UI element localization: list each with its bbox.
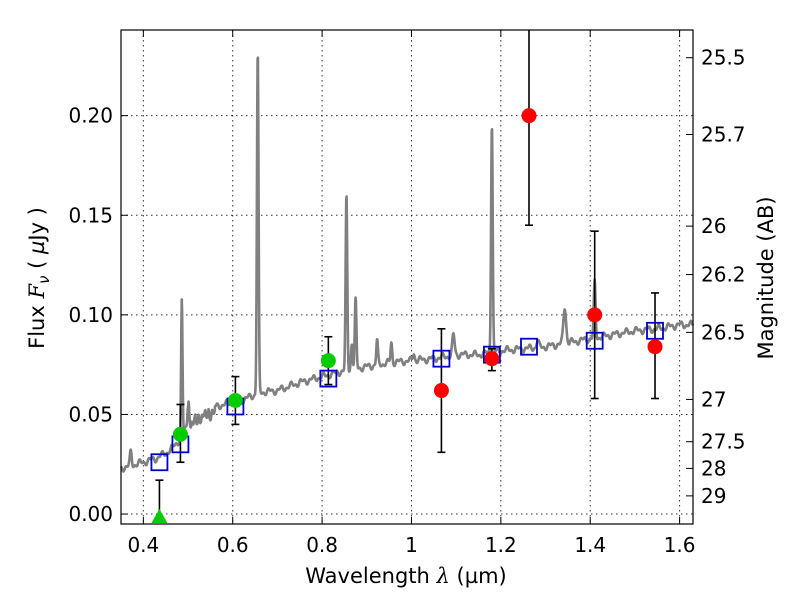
mag-tick-label: 26.5 — [701, 320, 746, 344]
plot-frame — [120, 29, 694, 525]
mag-tick-label: 28 — [701, 456, 726, 480]
green-point — [320, 353, 336, 369]
tick-layer: 0.4 0.6 0.8 1 1.2 1.4 1.6 0.00 0.05 0.10 0.15 0.20 2… — [68, 30, 746, 557]
model-square — [520, 337, 538, 356]
spectrum-line — [119, 56, 695, 473]
mag-tick-label: 26 — [701, 214, 726, 238]
spectrum-layer — [119, 56, 695, 473]
green-point — [172, 426, 188, 442]
grid — [121, 30, 693, 524]
red-point — [647, 339, 663, 355]
y-tick-label: 0.15 — [68, 203, 113, 227]
green-triangle — [151, 509, 168, 524]
y-tick-label: 0.05 — [68, 402, 113, 426]
x-tick-label: 1.2 — [485, 533, 517, 557]
red-point — [433, 383, 449, 399]
mag-tick-label: 27.5 — [701, 430, 746, 454]
mag-tick-label: 26.2 — [701, 263, 746, 287]
x-tick-label: 1 — [405, 533, 418, 557]
mag-tick-label: 25.7 — [701, 122, 746, 146]
x-axis-label: Wavelength λ (µm) — [305, 564, 506, 588]
y-axis-label: Flux Fν ( µJy ) — [25, 207, 53, 349]
mag-tick-label: 27 — [701, 387, 726, 411]
model-square — [646, 321, 664, 340]
x-tick-label: 0.6 — [217, 533, 249, 557]
mag-tick-label: 25.5 — [701, 46, 746, 70]
model-square — [150, 453, 169, 472]
x-tick-label: 0.4 — [127, 533, 159, 557]
y-tick-label: 0.00 — [68, 502, 113, 526]
green-point — [227, 393, 243, 408]
y2-axis-label: Magnitude (AB) — [754, 196, 778, 359]
x-tick-label: 1.4 — [574, 533, 606, 557]
red-point — [484, 351, 500, 367]
model-square — [585, 331, 604, 350]
y-tick-label: 0.10 — [68, 303, 113, 327]
y-tick-label: 0.20 — [68, 104, 113, 128]
red-point — [521, 108, 537, 124]
x-tick-label: 0.8 — [306, 533, 338, 557]
model-square — [432, 349, 451, 368]
model-square — [319, 369, 338, 388]
errorbar-layer — [155, 30, 660, 519]
mag-tick-label: 29 — [701, 484, 726, 508]
x-tick-label: 1.6 — [664, 533, 696, 557]
red-point — [587, 307, 603, 323]
marker-layer — [150, 108, 664, 524]
